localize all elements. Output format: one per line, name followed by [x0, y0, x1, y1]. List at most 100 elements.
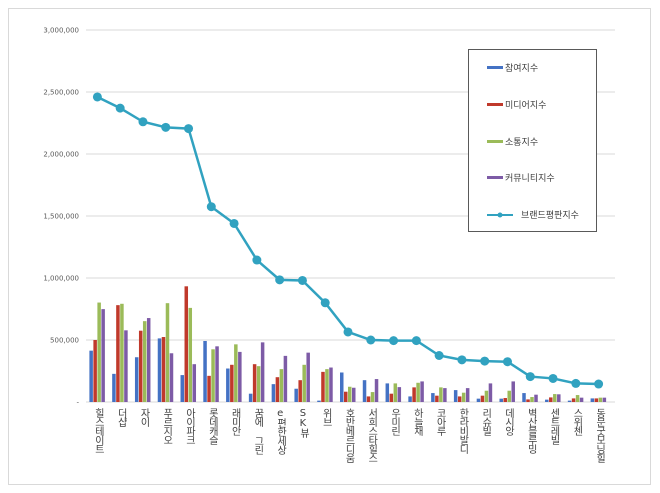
bar-1-2: [138, 330, 143, 402]
bar-2-12: [370, 392, 375, 402]
bar-0-15: [431, 393, 435, 402]
bar-1-4: [184, 286, 189, 402]
x-label: 센트레빌: [548, 408, 560, 444]
line-point-0: [92, 92, 102, 102]
bar-2-14: [416, 382, 420, 402]
bar-2-20: [553, 394, 557, 402]
bar-0-6: [226, 368, 230, 402]
line-point-9: [297, 275, 307, 285]
y-tick-label: 2,000,000: [43, 151, 79, 159]
x-label: 서희스타힐스: [365, 408, 377, 462]
bar-0-17: [476, 398, 481, 402]
bar-0-12: [362, 380, 367, 402]
bar-1-20: [549, 397, 553, 402]
bar-3-10: [329, 367, 333, 402]
line-point-18: [502, 357, 512, 367]
y-tick-label: 3,000,000: [43, 27, 79, 35]
x-label: 벽산블루밍: [525, 408, 537, 453]
line-point-1: [115, 103, 125, 113]
bar-3-20: [557, 394, 561, 402]
bar-2-17: [484, 390, 489, 402]
bar-3-13: [397, 387, 402, 402]
bar-3-2: [146, 318, 151, 402]
bar-2-1: [120, 303, 124, 402]
line-point-4: [184, 124, 194, 134]
bar-2-3: [165, 303, 170, 402]
bar-3-18: [511, 381, 515, 402]
x-label: 한라비발디: [456, 408, 468, 453]
legend-label: 브랜드평판지수: [521, 211, 579, 221]
bar-3-8: [283, 355, 288, 402]
bar-3-1: [124, 330, 128, 402]
bar-3-5: [215, 346, 219, 402]
legend-label: 참여지수: [505, 64, 539, 74]
bar-3-4: [192, 364, 197, 402]
line-point-13: [389, 336, 399, 346]
bar-2-15: [439, 387, 443, 402]
y-tick-label: 1,500,000: [43, 213, 79, 221]
bar-2-8: [279, 369, 284, 402]
bar-3-15: [443, 388, 447, 402]
bar-0-3: [157, 338, 162, 402]
x-label: 리슈빌: [479, 408, 491, 435]
x-label: 롯데캐슬: [206, 408, 218, 444]
bar-1-10: [321, 371, 325, 402]
legend-item-media: 미디어지수: [487, 98, 546, 111]
x-label: SK뷰: [297, 408, 309, 437]
bar-2-11: [348, 386, 352, 402]
bar-1-6: [230, 364, 234, 402]
bar-2-21: [575, 395, 580, 402]
legend-swatch: [487, 176, 503, 179]
bar-2-4: [188, 307, 193, 402]
legend-item-communication: 소통지수: [487, 135, 538, 148]
line-point-2: [138, 117, 148, 127]
x-label: 꿈에 그린: [251, 408, 263, 454]
legend-label: 커뮤니티지수: [505, 174, 555, 184]
bar-2-13: [393, 383, 398, 402]
bar-2-10: [325, 369, 329, 402]
bar-1-5: [207, 375, 211, 402]
bar-3-12: [374, 379, 379, 402]
line-point-11: [343, 327, 353, 337]
line-point-17: [480, 356, 490, 366]
bar-0-5: [203, 340, 207, 402]
bar-2-19: [530, 397, 534, 402]
line-point-14: [411, 336, 421, 346]
bar-1-7: [252, 364, 257, 402]
line-point-5: [206, 202, 216, 212]
x-label: 호반베르디움: [343, 408, 354, 462]
line-point-19: [525, 372, 535, 382]
bar-1-9: [298, 380, 302, 402]
x-label: e편한세상: [274, 408, 286, 454]
x-label: 동문굿모닝힐: [593, 408, 605, 462]
x-label: 힐스테이트: [92, 408, 104, 453]
x-label: 위브: [320, 408, 332, 426]
legend-swatch: [487, 103, 503, 106]
bar-1-11: [344, 391, 348, 402]
line-point-12: [366, 335, 376, 345]
line-point-20: [548, 373, 558, 383]
line-point-8: [275, 275, 285, 285]
chart-frame: [8, 8, 651, 485]
bar-0-18: [499, 398, 503, 402]
legend: 참여지수 미디어지수 소통지수 커뮤니티지수 브랜드평판지수: [468, 49, 597, 232]
bar-0-10: [317, 400, 321, 402]
bar-3-11: [352, 387, 356, 402]
bar-0-14: [408, 396, 412, 402]
bar-3-16: [465, 388, 470, 402]
bar-0-16: [453, 390, 458, 402]
bar-0-21: [567, 400, 572, 402]
bar-2-16: [461, 392, 466, 402]
bar-1-18: [503, 398, 507, 402]
bar-1-16: [457, 396, 462, 402]
bar-1-0: [93, 340, 97, 402]
line-point-22: [594, 379, 604, 389]
legend-label: 미디어지수: [505, 101, 547, 111]
legend-swatch: [487, 66, 503, 69]
legend-item-community: 커뮤니티지수: [487, 171, 555, 184]
x-label: 데시앙: [502, 408, 514, 435]
legend-swatch: [487, 140, 503, 143]
bar-2-6: [234, 344, 238, 402]
line-point-3: [161, 122, 171, 132]
bar-3-14: [420, 381, 424, 402]
